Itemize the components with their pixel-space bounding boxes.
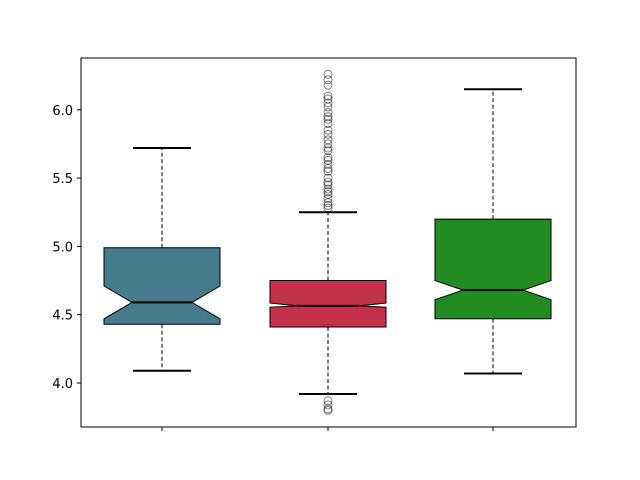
outlier-point xyxy=(323,153,333,163)
box-3 xyxy=(434,88,552,375)
outlier-point xyxy=(323,91,333,101)
box-2 xyxy=(269,69,387,415)
outlier-point xyxy=(323,194,333,204)
outlier-point xyxy=(323,102,333,112)
outlier-point xyxy=(323,173,333,183)
outlier-point xyxy=(323,405,333,415)
y-tick-label: 6.0 xyxy=(52,104,73,119)
outlier-point xyxy=(323,98,333,108)
outlier-point xyxy=(323,75,333,85)
outlier-point xyxy=(323,187,333,197)
outlier-point xyxy=(323,146,333,156)
outlier-point xyxy=(323,180,333,190)
outlier-point xyxy=(323,69,333,79)
outlier-point xyxy=(323,198,333,208)
outlier-point xyxy=(323,200,333,210)
box-1 xyxy=(103,147,221,372)
y-tick-label: 4.5 xyxy=(52,309,73,324)
outlier-point xyxy=(323,80,333,90)
outlier-point xyxy=(323,112,333,122)
outlier-point xyxy=(323,125,333,135)
outlier-point xyxy=(323,114,333,124)
outlier-point xyxy=(323,184,333,194)
outlier-point xyxy=(323,400,333,410)
outlier-point xyxy=(323,139,333,149)
outlier-point xyxy=(323,177,333,187)
box-body xyxy=(269,280,387,328)
outlier-point xyxy=(323,164,333,174)
y-tick-label: 5.5 xyxy=(52,172,73,187)
box-body xyxy=(103,247,221,325)
y-tick-label: 5.0 xyxy=(52,240,73,255)
box-body xyxy=(434,218,552,320)
outlier-point xyxy=(323,143,333,153)
outlier-point xyxy=(323,108,333,118)
y-tick-label: 4.0 xyxy=(52,377,73,392)
outlier-point xyxy=(323,129,333,139)
outlier-point xyxy=(323,166,333,176)
outlier-point xyxy=(323,118,333,128)
outlier-point xyxy=(323,203,333,213)
outlier-point xyxy=(323,159,333,169)
